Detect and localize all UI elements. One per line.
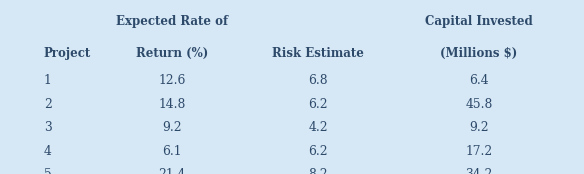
Text: 6.1: 6.1	[162, 145, 182, 158]
Text: 45.8: 45.8	[465, 98, 492, 111]
Text: 6.4: 6.4	[469, 74, 489, 87]
Text: 21.4: 21.4	[159, 168, 186, 174]
Text: Capital Invested: Capital Invested	[425, 15, 533, 28]
Text: 3: 3	[44, 121, 51, 134]
Text: Return (%): Return (%)	[136, 47, 208, 60]
Text: 34.2: 34.2	[465, 168, 492, 174]
Text: 8.2: 8.2	[308, 168, 328, 174]
Text: 4: 4	[44, 145, 51, 158]
Text: 17.2: 17.2	[465, 145, 492, 158]
Text: 4.2: 4.2	[308, 121, 328, 134]
Text: Risk Estimate: Risk Estimate	[272, 47, 364, 60]
Text: 2: 2	[44, 98, 51, 111]
Text: 1: 1	[44, 74, 51, 87]
Text: (Millions $): (Millions $)	[440, 47, 517, 60]
Text: Project: Project	[44, 47, 91, 60]
Text: 6.2: 6.2	[308, 145, 328, 158]
Text: 12.6: 12.6	[159, 74, 186, 87]
Text: 9.2: 9.2	[469, 121, 489, 134]
Text: 6.2: 6.2	[308, 98, 328, 111]
Text: 6.8: 6.8	[308, 74, 328, 87]
Text: Expected Rate of: Expected Rate of	[116, 15, 228, 28]
Text: 9.2: 9.2	[162, 121, 182, 134]
Text: 5: 5	[44, 168, 51, 174]
Text: 14.8: 14.8	[159, 98, 186, 111]
